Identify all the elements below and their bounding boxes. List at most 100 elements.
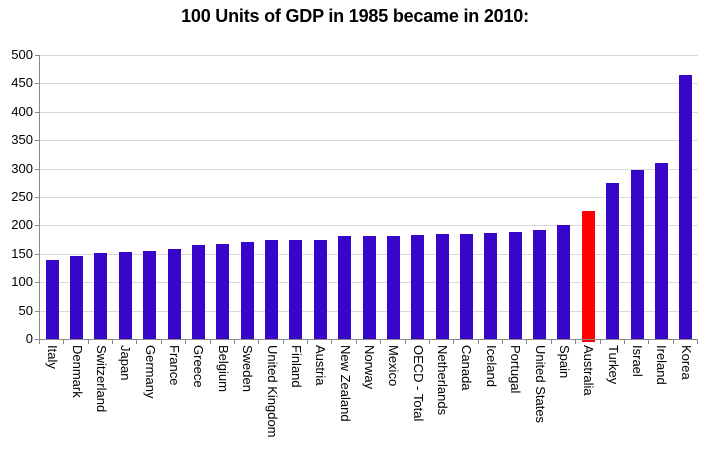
bar-oecd-total — [411, 235, 424, 339]
gridline — [40, 169, 698, 170]
x-axis-tick — [380, 340, 381, 344]
x-axis-tick — [283, 340, 284, 344]
bar-japan — [119, 252, 132, 339]
y-axis-label: 350 — [11, 132, 33, 147]
x-axis-label-mexico: Mexico — [386, 345, 401, 387]
x-axis-label-sweden: Sweden — [240, 345, 255, 392]
y-axis-label: 150 — [11, 246, 33, 261]
x-axis-tick — [673, 340, 674, 344]
gridline — [40, 83, 698, 84]
x-axis-label-belgium: Belgium — [216, 345, 231, 392]
y-axis-tick — [35, 225, 39, 226]
bar-portugal — [509, 232, 522, 339]
bar-austria — [314, 240, 327, 339]
y-axis-label: 250 — [11, 189, 33, 204]
bar-sweden — [241, 242, 254, 339]
y-axis-tick — [35, 83, 39, 84]
x-axis-tick — [185, 340, 186, 344]
y-axis-tick — [35, 112, 39, 113]
x-axis-label-oecd-total: OECD - Total — [411, 345, 426, 422]
x-axis-tick — [63, 340, 64, 344]
bar-denmark — [70, 256, 83, 339]
highlight-bar-underline — [582, 340, 595, 342]
x-axis-tick — [331, 340, 332, 344]
bar-spain — [557, 225, 570, 339]
x-axis-label-portugal: Portugal — [508, 345, 523, 394]
x-axis-tick — [575, 340, 576, 344]
x-axis-tick — [258, 340, 259, 344]
gridline — [40, 112, 698, 113]
x-axis-label-italy: Italy — [45, 345, 60, 369]
y-axis-tick — [35, 55, 39, 56]
x-axis-label-israel: Israel — [630, 345, 645, 377]
x-axis-tick — [39, 340, 40, 344]
x-axis-tick — [210, 340, 211, 344]
x-axis-line — [39, 339, 698, 340]
bar-united-kingdom — [265, 240, 278, 339]
y-axis-tick — [35, 339, 39, 340]
x-axis-label-iceland: Iceland — [484, 345, 499, 387]
x-axis-tick — [161, 340, 162, 344]
x-axis-label-turkey: Turkey — [606, 345, 621, 385]
x-axis-label-norway: Norway — [362, 345, 377, 390]
y-axis-label: 300 — [11, 161, 33, 176]
y-axis-label: 500 — [11, 47, 33, 62]
x-axis-tick — [453, 340, 454, 344]
x-axis-label-denmark: Denmark — [70, 345, 85, 398]
gridline — [40, 55, 698, 56]
x-axis-labels: Italy Denmark Switzerland Japan Germany Franc… — [40, 345, 698, 463]
gridline — [40, 140, 698, 141]
x-axis-tick — [502, 340, 503, 344]
x-axis-tick — [356, 340, 357, 344]
y-axis-tick — [35, 282, 39, 283]
bar-canada — [460, 234, 473, 339]
x-axis-label-ireland: Ireland — [654, 345, 669, 385]
y-axis-label: 50 — [18, 303, 33, 318]
x-axis-label-canada: Canada — [459, 345, 474, 391]
bar-belgium — [216, 244, 229, 339]
x-axis-tick — [112, 340, 113, 344]
x-axis-tick — [697, 340, 698, 344]
bar-finland — [289, 240, 302, 339]
x-axis-label-france: France — [167, 345, 182, 386]
bar-israel — [631, 170, 644, 339]
x-axis-label-spain: Spain — [557, 345, 572, 379]
x-axis-tick — [551, 340, 552, 344]
bar-italy — [46, 260, 59, 339]
x-axis-label-austria: Austria — [313, 345, 328, 386]
bar-norway — [363, 236, 376, 339]
x-axis-label-united-states: United States — [533, 345, 548, 424]
y-axis-tick — [35, 197, 39, 198]
bar-ireland — [655, 163, 668, 339]
bar-australia — [582, 211, 595, 339]
bar-new-zealand — [338, 236, 351, 339]
x-axis-label-australia: Australia — [581, 345, 596, 396]
bar-switzerland — [94, 253, 107, 339]
x-axis-tick — [624, 340, 625, 344]
x-axis-tick — [234, 340, 235, 344]
y-axis-label: 0 — [25, 331, 33, 346]
bar-korea — [679, 75, 692, 339]
y-axis-tick — [35, 254, 39, 255]
y-axis-label: 450 — [11, 75, 33, 90]
bar-turkey — [606, 183, 619, 339]
bar-france — [168, 249, 181, 339]
x-axis-tick — [526, 340, 527, 344]
x-axis-tick — [429, 340, 430, 344]
bar-mexico — [387, 236, 400, 339]
y-axis-label: 400 — [11, 104, 33, 119]
plot-area — [35, 55, 698, 344]
y-axis-label: 200 — [11, 217, 33, 232]
bar-germany — [143, 251, 156, 339]
x-axis-tick — [307, 340, 308, 344]
y-axis-tick — [35, 169, 39, 170]
y-axis-tick — [35, 311, 39, 312]
x-axis-label-finland: Finland — [289, 345, 304, 388]
y-axis-tick — [35, 140, 39, 141]
x-axis-tick — [136, 340, 137, 344]
x-axis-label-korea: Korea — [679, 345, 694, 380]
x-axis-label-switzerland: Switzerland — [94, 345, 109, 413]
x-axis-label-japan: Japan — [118, 345, 133, 381]
y-axis-label: 100 — [11, 274, 33, 289]
gridline — [40, 225, 698, 226]
